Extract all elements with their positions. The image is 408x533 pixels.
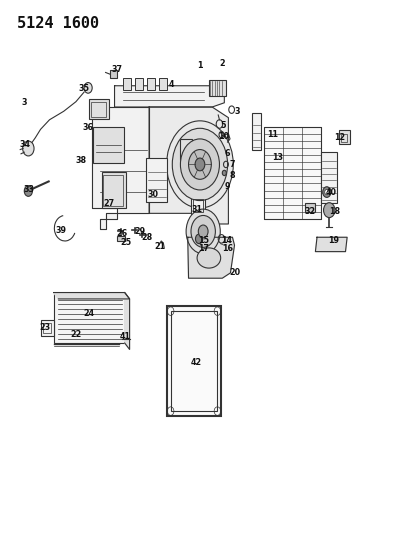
Text: 5: 5: [221, 121, 226, 130]
Bar: [305, 203, 315, 212]
Circle shape: [186, 209, 220, 254]
Text: 11: 11: [267, 130, 278, 139]
Text: 39: 39: [55, 226, 67, 235]
Text: 36: 36: [82, 123, 93, 132]
Ellipse shape: [197, 248, 221, 268]
Text: 26: 26: [116, 229, 127, 238]
Circle shape: [166, 121, 233, 208]
Bar: [123, 78, 131, 90]
Text: 18: 18: [329, 207, 341, 216]
Text: 30: 30: [148, 190, 159, 199]
Circle shape: [180, 139, 220, 190]
Text: 16: 16: [222, 244, 233, 253]
Text: 13: 13: [273, 153, 284, 162]
Polygon shape: [149, 107, 228, 224]
Bar: [252, 114, 261, 150]
Polygon shape: [188, 237, 235, 278]
Bar: [171, 311, 217, 411]
Text: 2: 2: [220, 59, 225, 68]
Polygon shape: [115, 86, 224, 107]
Bar: [209, 80, 226, 96]
Polygon shape: [315, 237, 347, 252]
Polygon shape: [92, 107, 149, 229]
Text: 24: 24: [84, 309, 95, 318]
Text: 8: 8: [230, 171, 235, 180]
Circle shape: [23, 141, 34, 156]
Text: 3: 3: [235, 107, 240, 116]
Text: 5124 1600: 5124 1600: [17, 15, 99, 30]
Text: 15: 15: [198, 237, 208, 246]
Text: 42: 42: [191, 358, 202, 367]
Bar: [89, 99, 109, 119]
Circle shape: [323, 187, 331, 197]
Circle shape: [84, 83, 92, 93]
Bar: [159, 78, 167, 90]
Text: 12: 12: [335, 133, 346, 142]
Text: 10: 10: [218, 132, 229, 141]
Text: 28: 28: [142, 233, 153, 242]
Text: 33: 33: [24, 185, 35, 195]
Bar: [180, 139, 192, 160]
Text: 17: 17: [198, 244, 208, 253]
Text: 23: 23: [39, 323, 50, 332]
Bar: [193, 199, 203, 212]
Circle shape: [195, 234, 203, 244]
Bar: [102, 172, 126, 208]
Text: 41: 41: [119, 332, 130, 341]
Bar: [110, 70, 117, 78]
Bar: [93, 127, 124, 163]
Text: 40: 40: [325, 188, 336, 197]
Text: 4: 4: [169, 80, 174, 89]
Text: 19: 19: [328, 237, 339, 246]
Bar: [117, 236, 125, 241]
Bar: [53, 293, 125, 343]
Text: 34: 34: [20, 140, 31, 149]
Text: 7: 7: [230, 160, 235, 169]
Text: 9: 9: [225, 182, 231, 191]
Bar: [103, 175, 124, 206]
Bar: [191, 196, 205, 214]
Text: 21: 21: [155, 243, 166, 252]
Bar: [339, 131, 350, 144]
Text: 27: 27: [103, 199, 114, 208]
Text: 31: 31: [191, 205, 202, 214]
Polygon shape: [53, 293, 130, 299]
Bar: [166, 306, 222, 416]
Circle shape: [198, 225, 208, 238]
Text: 32: 32: [305, 207, 316, 216]
Text: 35: 35: [79, 84, 89, 93]
Text: 20: 20: [229, 269, 240, 277]
Bar: [146, 158, 167, 201]
Bar: [264, 127, 321, 219]
Bar: [135, 78, 143, 90]
Circle shape: [188, 150, 211, 179]
Bar: [41, 320, 53, 336]
Bar: [147, 78, 155, 90]
Text: 6: 6: [225, 149, 231, 158]
Circle shape: [191, 215, 215, 247]
Text: 14: 14: [221, 237, 232, 246]
Bar: [91, 102, 106, 117]
Text: 3: 3: [22, 98, 27, 107]
Text: 38: 38: [75, 156, 87, 165]
Circle shape: [195, 158, 205, 171]
Text: 37: 37: [111, 66, 122, 74]
Bar: [43, 323, 51, 334]
Polygon shape: [125, 293, 130, 350]
Circle shape: [172, 128, 228, 200]
Text: 22: 22: [70, 330, 82, 339]
Circle shape: [222, 170, 226, 175]
Circle shape: [24, 185, 32, 196]
Text: 25: 25: [120, 238, 131, 247]
Circle shape: [325, 189, 329, 195]
Bar: [341, 134, 347, 142]
Text: 29: 29: [134, 228, 145, 237]
Bar: [321, 152, 337, 203]
Circle shape: [324, 203, 335, 217]
Text: 1: 1: [197, 61, 203, 70]
